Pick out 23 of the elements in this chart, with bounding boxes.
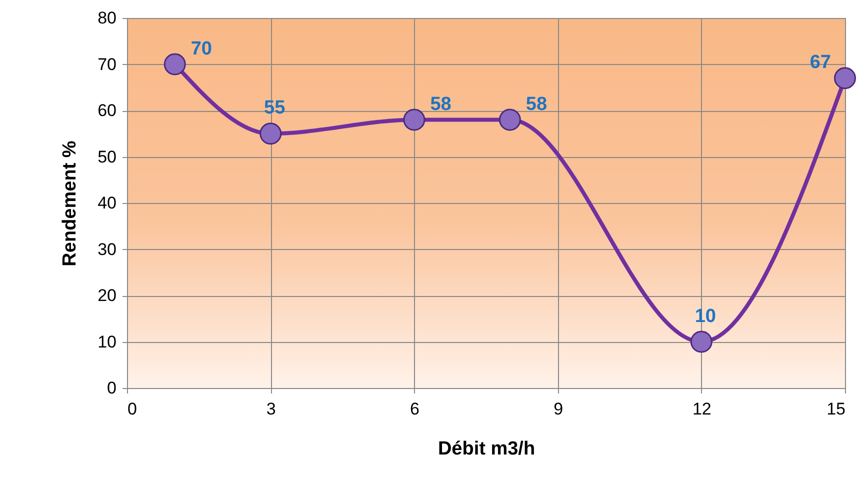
y-tick-label: 50 [98, 147, 116, 166]
x-tick-label: 12 [692, 400, 712, 418]
y-tick-label: 60 [98, 101, 116, 120]
data-label: 55 [264, 98, 286, 119]
data-label: 58 [526, 94, 548, 115]
data-label: 67 [810, 52, 831, 74]
y-tick-label: 30 [98, 240, 116, 259]
y-tick-label: 80 [98, 8, 116, 28]
data-label: 58 [430, 94, 452, 115]
x-tick-label: 3 [266, 400, 276, 418]
y-tick-label: 70 [98, 54, 116, 74]
data-label: 70 [190, 38, 212, 60]
y-axis-title: Rendement % [60, 140, 81, 266]
x-tick-label: 9 [554, 400, 564, 418]
x-tick-label: 0 [128, 400, 137, 418]
y-tick-label: 40 [98, 194, 116, 212]
x-axis-title: Débit m3/h [438, 438, 536, 460]
y-tick-label: 0 [107, 378, 116, 398]
x-tick-label: 6 [410, 400, 420, 418]
data-label: 10 [694, 306, 716, 327]
x-tick-label: 15 [826, 400, 846, 418]
y-tick-label: 10 [98, 332, 116, 352]
y-tick-label: 20 [98, 286, 116, 305]
